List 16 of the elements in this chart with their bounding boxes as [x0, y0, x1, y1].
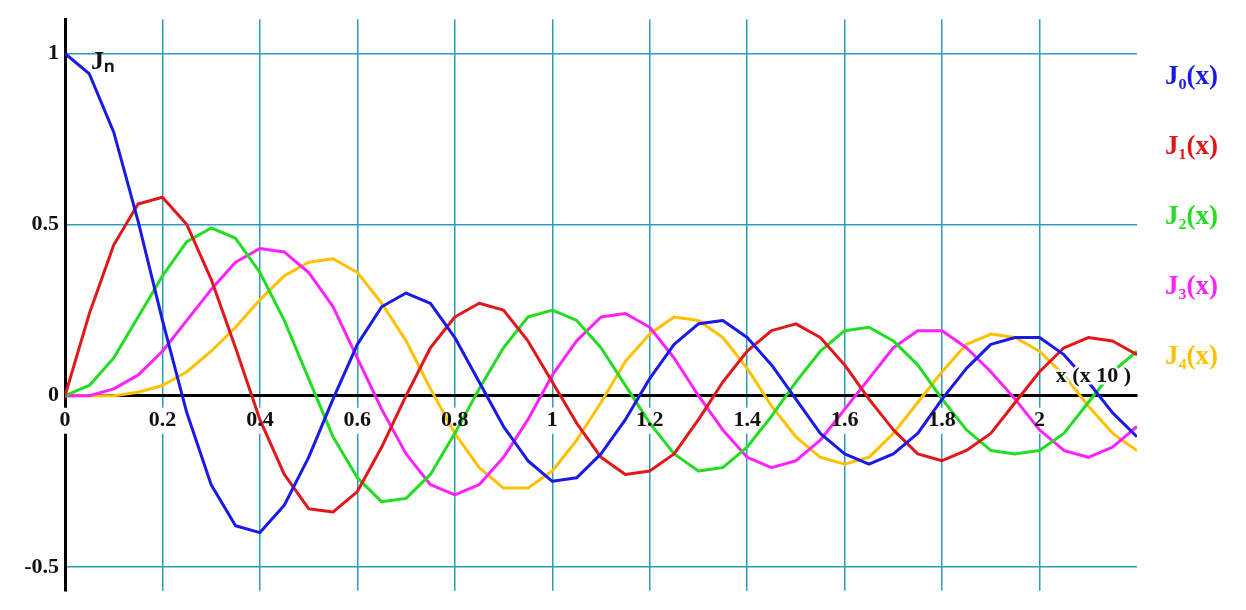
x-tick-label: 1 — [546, 406, 558, 432]
y-tick-label: 0 — [48, 381, 59, 407]
y-tick-label: 0.5 — [31, 210, 59, 236]
x-tick-label: 0.6 — [343, 406, 372, 432]
text: J₀(x) — [1165, 60, 1219, 92]
y-tick-label: -0.5 — [24, 552, 59, 578]
y-tick-label: 1 — [48, 39, 59, 65]
text: J₄(x) — [1165, 340, 1219, 372]
x-tick-label: 0.2 — [148, 406, 177, 432]
text: J₁(x) — [1165, 130, 1219, 162]
x-tick-label: 1.4 — [733, 406, 761, 432]
text: J₂(x) — [1165, 200, 1219, 232]
y-axis-title: Jₙ — [91, 46, 114, 76]
x-tick-label: 2 — [1034, 406, 1046, 432]
x-tick-label: 1.8 — [928, 406, 956, 432]
text: J₃(x) — [1165, 270, 1219, 302]
